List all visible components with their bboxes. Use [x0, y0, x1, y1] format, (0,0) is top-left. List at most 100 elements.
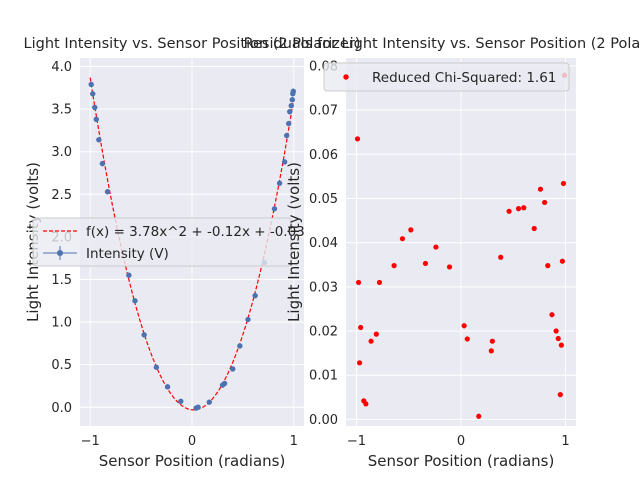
legend-label-chi-squared: Reduced Chi-Squared: 1.61 — [372, 70, 556, 86]
data-point — [96, 137, 102, 143]
data-point — [288, 103, 294, 109]
data-point — [90, 91, 96, 97]
y-tick-label: 0.05 — [309, 192, 338, 207]
residual-point — [488, 348, 494, 354]
residual-point — [558, 342, 564, 348]
residual-point — [422, 260, 429, 267]
y-tick-label: 0.06 — [309, 148, 338, 163]
chart-title: Light Intensity vs. Sensor Position (2 P… — [24, 36, 361, 52]
data-point — [164, 384, 171, 390]
data-point — [283, 132, 290, 139]
y-tick-label: 0.04 — [309, 236, 338, 251]
residual-point — [408, 227, 414, 233]
data-point — [92, 104, 98, 111]
legend-errorbar-marker — [57, 250, 63, 256]
residual-point — [464, 336, 470, 342]
x-tick-label: 1 — [290, 434, 298, 449]
y-tick-label: 4.0 — [51, 60, 72, 75]
residual-point — [515, 206, 522, 212]
data-point — [195, 404, 201, 410]
data-point — [221, 380, 228, 387]
residual-point — [557, 392, 563, 398]
residual-point — [506, 208, 512, 214]
x-tick-label: −1 — [347, 434, 366, 449]
y-axis-label: Light Intensity (volts) — [285, 162, 303, 322]
y-tick-label: 1.5 — [51, 273, 72, 288]
residual-point — [542, 199, 548, 206]
residual-point — [521, 205, 527, 211]
residual-point — [391, 263, 397, 269]
residual-point — [549, 312, 555, 318]
data-point — [286, 120, 292, 127]
y-tick-label: 0.01 — [309, 369, 338, 384]
legend-label-intensity: Intensity (V) — [86, 246, 169, 262]
residual-point — [489, 338, 495, 344]
residual-point — [446, 264, 453, 270]
data-point — [88, 81, 94, 88]
legend-label-fit: f(x) = 3.78x^2 + -0.12x + -0.03 — [86, 224, 305, 240]
data-point — [132, 298, 138, 304]
data-point — [99, 160, 106, 167]
legend-box — [323, 62, 570, 92]
data-point — [178, 398, 184, 404]
residual-point — [560, 180, 567, 187]
residual-point — [559, 258, 566, 264]
data-point — [252, 292, 258, 299]
residual-point — [368, 338, 374, 344]
residual-point — [433, 244, 439, 250]
x-tick-label: 0 — [188, 434, 196, 449]
legend: f(x) = 3.78x^2 + -0.12x + -0.03 Intensity… — [32, 217, 305, 267]
residual-point — [358, 324, 364, 331]
legend: Reduced Chi-Squared: 1.61 — [323, 62, 570, 92]
y-tick-label: 0.02 — [309, 325, 338, 340]
residual-point — [376, 279, 383, 286]
y-tick-label: 0.5 — [51, 358, 72, 373]
data-point — [126, 272, 132, 278]
residual-point — [537, 186, 544, 192]
data-point — [237, 343, 243, 349]
data-point — [289, 97, 295, 103]
data-point — [290, 88, 297, 94]
residual-point — [354, 136, 361, 142]
data-point — [245, 316, 251, 323]
residual-point — [461, 323, 467, 329]
y-tick-label: 3.5 — [51, 103, 72, 118]
x-axis-label: Sensor Position (radians) — [368, 452, 555, 470]
data-point — [230, 366, 236, 372]
x-axis-label: Sensor Position (radians) — [99, 452, 286, 470]
data-point — [141, 332, 147, 338]
data-point — [104, 189, 111, 195]
x-tick-label: −1 — [81, 434, 100, 449]
residual-point — [356, 360, 363, 366]
residual-point — [531, 225, 537, 232]
fit-curve — [89, 77, 295, 411]
y-tick-label: 0.0 — [51, 401, 72, 416]
chart-residuals: −1010.000.010.020.030.040.050.060.070.08… — [244, 36, 640, 470]
residual-point — [399, 236, 406, 242]
y-tick-label: 3.0 — [51, 145, 72, 160]
data-point — [271, 206, 278, 212]
chart-title: Residuals for Light Intensity vs. Sensor… — [244, 36, 640, 52]
data-point — [287, 108, 293, 115]
residual-point — [553, 328, 559, 334]
y-tick-label: 1.0 — [51, 316, 72, 331]
data-point — [281, 159, 288, 165]
legend-box — [32, 217, 292, 267]
data-point — [276, 180, 283, 186]
y-tick-label: 0.07 — [309, 104, 338, 119]
residual-point — [355, 279, 362, 286]
residual-point — [555, 335, 561, 342]
residual-point — [545, 263, 551, 269]
y-tick-label: 2.5 — [51, 188, 72, 203]
legend-marker — [343, 74, 349, 80]
data-point — [153, 364, 160, 370]
residual-point — [498, 254, 504, 260]
residual-point — [476, 413, 482, 419]
y-tick-label: 0.00 — [309, 413, 338, 428]
y-tick-label: 0.03 — [309, 280, 338, 295]
residual-point — [373, 331, 379, 337]
data-point — [206, 399, 213, 405]
residual-point — [363, 401, 369, 407]
